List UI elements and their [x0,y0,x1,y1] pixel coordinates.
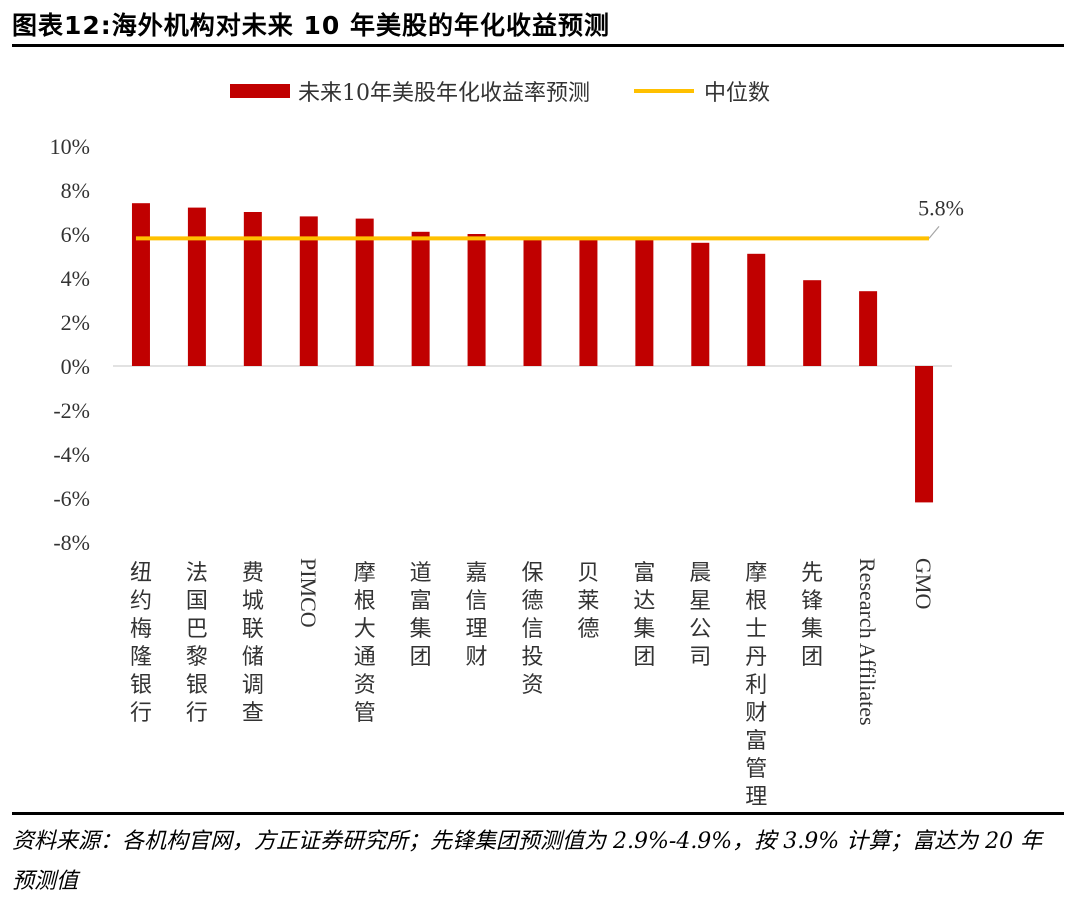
category-label: 保德信投资 [521,560,543,697]
title-rule [12,44,1064,47]
source-note: 资料来源：各机构官网，方正证券研究所；先锋集团预测值为 2.9%-4.9%，按 … [12,829,1043,894]
median-label-leader [928,226,940,239]
bar [803,280,822,366]
median-data-label: 5.8% [918,195,964,220]
category-label: 纽约梅隆银行 [130,560,152,725]
source-rule [12,812,1064,815]
y-tick-label: 10% [50,134,90,159]
bar [915,366,934,503]
bar [355,218,374,366]
y-tick-label: -2% [53,398,90,423]
category-label: 先锋集团 [801,560,823,669]
bar [467,234,486,366]
category-label: 法国巴黎银行 [186,560,208,725]
y-tick-label: -6% [53,486,90,511]
bar [411,231,430,366]
bar [747,253,766,366]
category-label: 费城联储调查 [242,560,264,725]
category-label: PIMCO [296,558,321,628]
bar [523,238,542,366]
legend-series-label: 未来10年美股年化收益率预测 [298,81,590,106]
y-tick-label: 8% [61,178,90,203]
category-label: 富达集团 [633,560,655,669]
legend-median-swatch [634,89,694,93]
figure-title: 图表12:海外机构对未来 10 年美股的年化收益预测 [12,11,610,40]
category-label: 摩根大通资管 [354,560,376,725]
category-label: 贝莱德 [577,560,599,641]
bar [187,207,206,366]
category-label: 道富集团 [410,560,432,669]
y-tick-label: 2% [61,310,90,335]
bar [243,212,262,366]
category-label: GMO [911,558,936,609]
legend-median-label: 中位数 [704,81,771,106]
y-tick-label: -8% [53,530,90,555]
category-label: 嘉信理财 [466,560,488,669]
chart-legend: 未来10年美股年化收益率预测 中位数 [230,76,770,106]
bar [299,216,318,366]
bar [691,242,710,366]
bar-chart: 10% 8% 6% 4% 2% 0% -2% -4% -6% -8% 5.8% 纽约梅隆银行 法国巴黎银… [50,134,964,809]
y-tick-label: -4% [53,442,90,467]
category-label: Research Affiliates [855,558,880,726]
legend-bar-swatch [230,84,290,98]
category-label: 晨星公司 [689,560,711,669]
y-tick-label: 6% [61,222,90,247]
bar [635,238,654,366]
bar [859,291,878,366]
bar [131,203,150,366]
y-tick-label: 4% [61,266,90,291]
y-tick-label: 0% [61,354,90,379]
bar [579,238,598,366]
category-label: 摩根士丹利财富管理 [745,560,767,809]
